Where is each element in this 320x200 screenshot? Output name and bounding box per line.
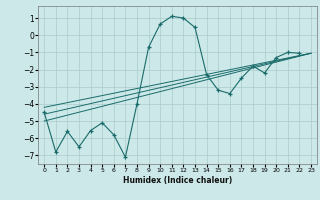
X-axis label: Humidex (Indice chaleur): Humidex (Indice chaleur) [123, 176, 232, 185]
